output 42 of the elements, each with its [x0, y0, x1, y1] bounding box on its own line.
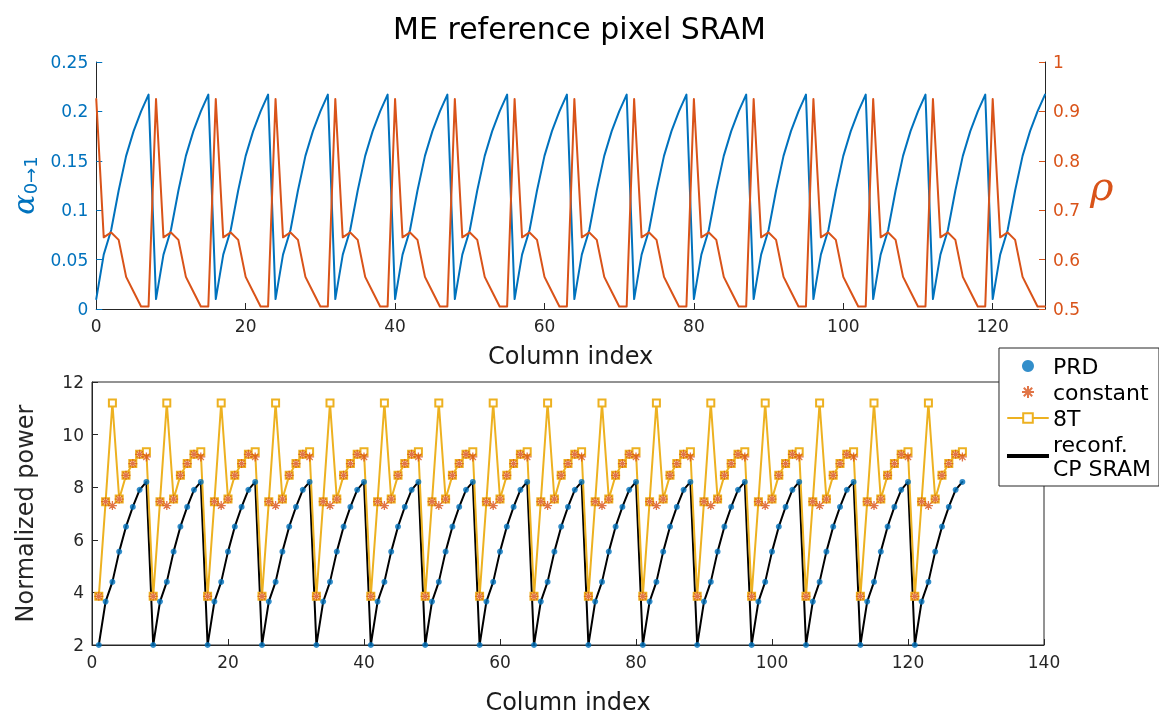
x-tick-label: 60	[533, 315, 556, 336]
x-tick-label: 80	[683, 315, 705, 336]
y2-tick-label: 1	[1053, 52, 1064, 72]
y2-tick-label: 0.5	[1053, 299, 1081, 319]
legend-label: constant	[1052, 379, 1149, 405]
x-tick-label: 60	[489, 651, 511, 672]
y-tick-label: 12	[62, 372, 84, 392]
x-tick-label: 120	[891, 651, 925, 672]
x-tick-label: 20	[234, 315, 257, 336]
y-tick-label: 4	[73, 582, 84, 603]
y2-tick-label: 0.7	[1053, 200, 1081, 221]
y2-tick-label: 0.9	[1053, 101, 1081, 122]
y-tick-label: 0.05	[50, 249, 89, 270]
legend-label: 8T	[1052, 405, 1081, 431]
y2-axis-title: ρ	[1089, 162, 1114, 209]
y-tick-label: 0.25	[50, 52, 89, 72]
x-axis-title: Column index	[485, 688, 651, 716]
x-tick-label: 0	[90, 315, 102, 336]
x-axis-title: Column index	[488, 342, 654, 370]
y-tick-label: 8	[73, 477, 84, 498]
y-tick-label: 0.2	[61, 101, 89, 122]
y-axis-title: α0→1	[5, 156, 41, 215]
y2-tick-label: 0.6	[1053, 249, 1081, 270]
x-tick-label: 40	[353, 651, 375, 672]
y-tick-label: 0.15	[50, 150, 89, 171]
y-tick-label: 0	[77, 299, 89, 319]
x-tick-label: 140	[1027, 651, 1061, 672]
x-tick-label: 100	[827, 315, 860, 336]
y-axis-title: Normalized power	[11, 404, 39, 623]
y-tick-label: 6	[73, 529, 84, 550]
chart-title: ME reference pixel SRAM	[393, 10, 766, 46]
y-tick-label: 2	[73, 635, 84, 655]
x-tick-label: 120	[976, 315, 1009, 336]
legend-label: PRD	[1052, 353, 1099, 379]
legend-label: reconf. CP SRAM	[1052, 431, 1151, 481]
y2-tick-label: 0.8	[1053, 150, 1081, 171]
x-tick-label: 80	[625, 651, 647, 672]
x-tick-label: 20	[217, 651, 239, 672]
y-tick-label: 10	[62, 424, 84, 445]
y-tick-label: 0.1	[61, 200, 89, 221]
x-tick-label: 100	[755, 651, 789, 672]
x-tick-label: 40	[384, 315, 406, 336]
